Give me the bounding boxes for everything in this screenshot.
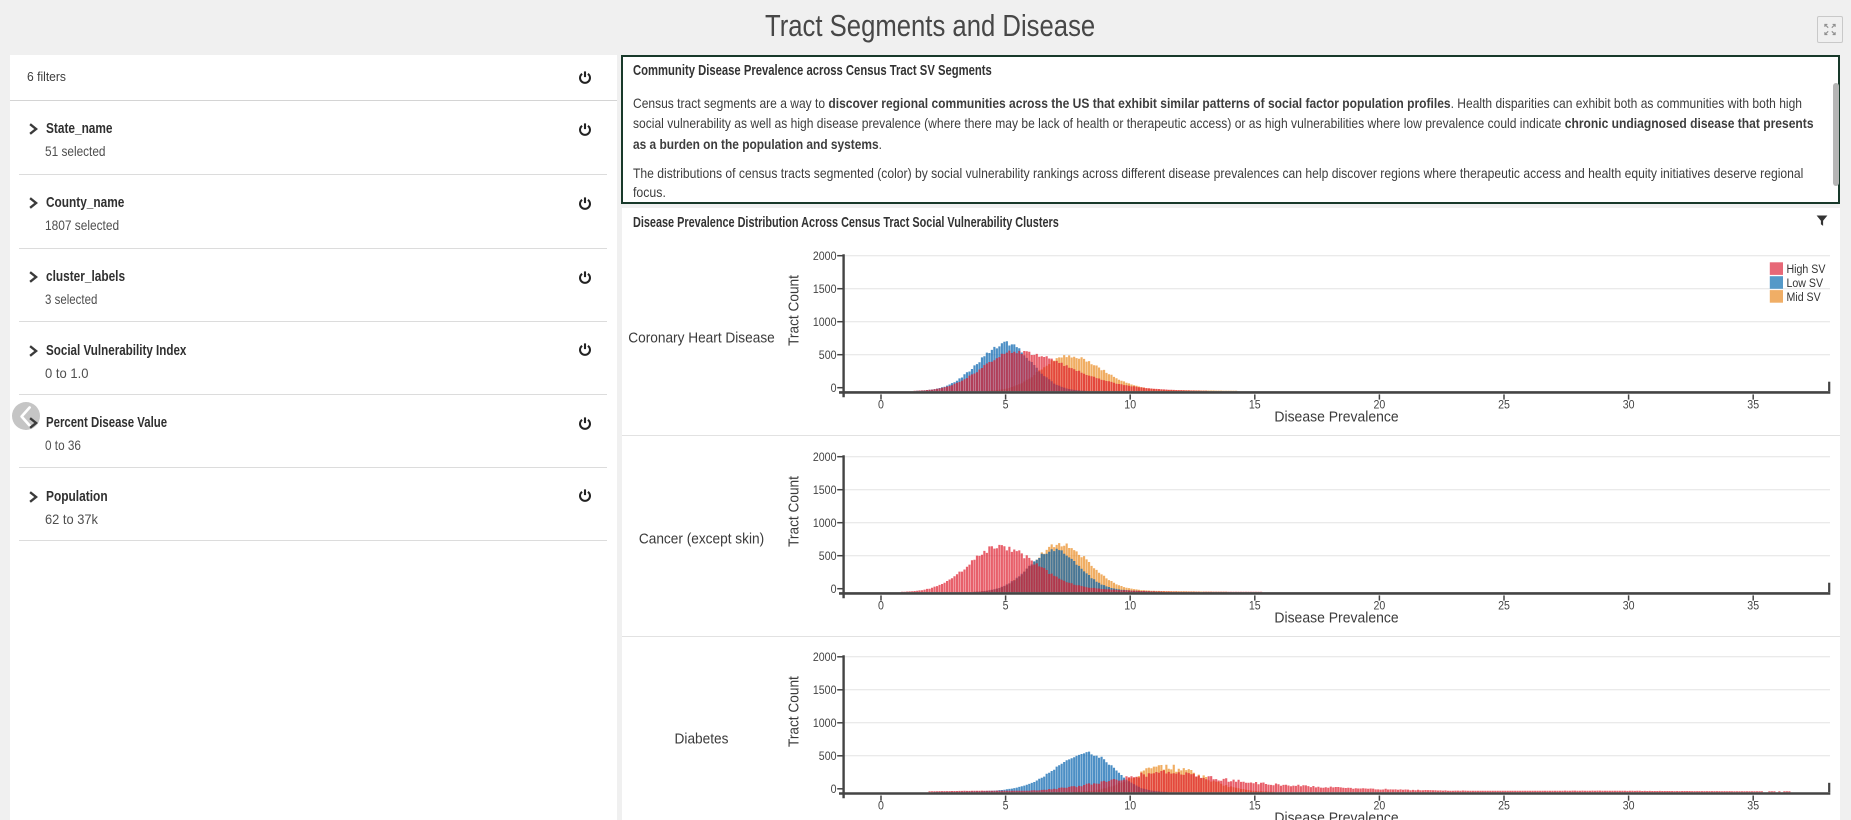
svg-text:500: 500	[819, 751, 837, 764]
svg-text:0: 0	[831, 382, 837, 395]
svg-text:20: 20	[1373, 600, 1385, 613]
svg-text:30: 30	[1623, 600, 1635, 613]
svg-text:15: 15	[1249, 800, 1261, 813]
svg-text:2000: 2000	[813, 652, 837, 665]
svg-text:30: 30	[1623, 800, 1635, 813]
svg-text:10: 10	[1124, 399, 1136, 412]
svg-text:Tract Count: Tract Count	[786, 275, 803, 346]
svg-text:1000: 1000	[813, 517, 837, 530]
svg-text:35: 35	[1747, 600, 1759, 613]
svg-text:Low SV: Low SV	[1787, 277, 1824, 290]
svg-text:5: 5	[1003, 600, 1009, 613]
svg-text:Disease Prevalence: Disease Prevalence	[1274, 409, 1398, 426]
svg-text:15: 15	[1249, 600, 1261, 613]
svg-text:35: 35	[1747, 800, 1759, 813]
svg-text:5: 5	[1003, 800, 1009, 813]
svg-text:0: 0	[831, 583, 837, 596]
svg-text:Disease Prevalence: Disease Prevalence	[1274, 610, 1398, 627]
svg-text:25: 25	[1498, 800, 1510, 813]
svg-text:Tract Count: Tract Count	[786, 476, 803, 547]
svg-text:30: 30	[1623, 399, 1635, 412]
svg-text:Diabetes: Diabetes	[675, 731, 729, 748]
svg-text:500: 500	[819, 550, 837, 563]
svg-text:1000: 1000	[813, 316, 837, 329]
svg-text:Cancer (except skin): Cancer (except skin)	[639, 531, 764, 548]
svg-text:1500: 1500	[813, 685, 837, 698]
svg-text:0: 0	[878, 600, 884, 613]
svg-text:1000: 1000	[813, 718, 837, 731]
svg-text:Tract Count: Tract Count	[786, 676, 803, 747]
svg-text:15: 15	[1249, 399, 1261, 412]
svg-text:Mid SV: Mid SV	[1787, 291, 1822, 304]
svg-text:20: 20	[1373, 399, 1385, 412]
svg-text:2000: 2000	[813, 250, 837, 263]
svg-text:Disease Prevalence: Disease Prevalence	[1274, 810, 1398, 820]
svg-text:25: 25	[1498, 600, 1510, 613]
svg-text:1500: 1500	[813, 484, 837, 497]
svg-text:2000: 2000	[813, 451, 837, 464]
svg-text:10: 10	[1124, 600, 1136, 613]
svg-text:35: 35	[1747, 399, 1759, 412]
svg-text:10: 10	[1124, 800, 1136, 813]
svg-text:20: 20	[1373, 800, 1385, 813]
svg-text:1500: 1500	[813, 283, 837, 296]
svg-text:5: 5	[1003, 399, 1009, 412]
svg-text:High SV: High SV	[1787, 264, 1826, 277]
svg-text:0: 0	[878, 800, 884, 813]
svg-text:0: 0	[831, 784, 837, 797]
svg-text:Coronary Heart Disease: Coronary Heart Disease	[628, 330, 775, 347]
svg-text:500: 500	[819, 349, 837, 362]
svg-text:25: 25	[1498, 399, 1510, 412]
svg-text:0: 0	[878, 399, 884, 412]
